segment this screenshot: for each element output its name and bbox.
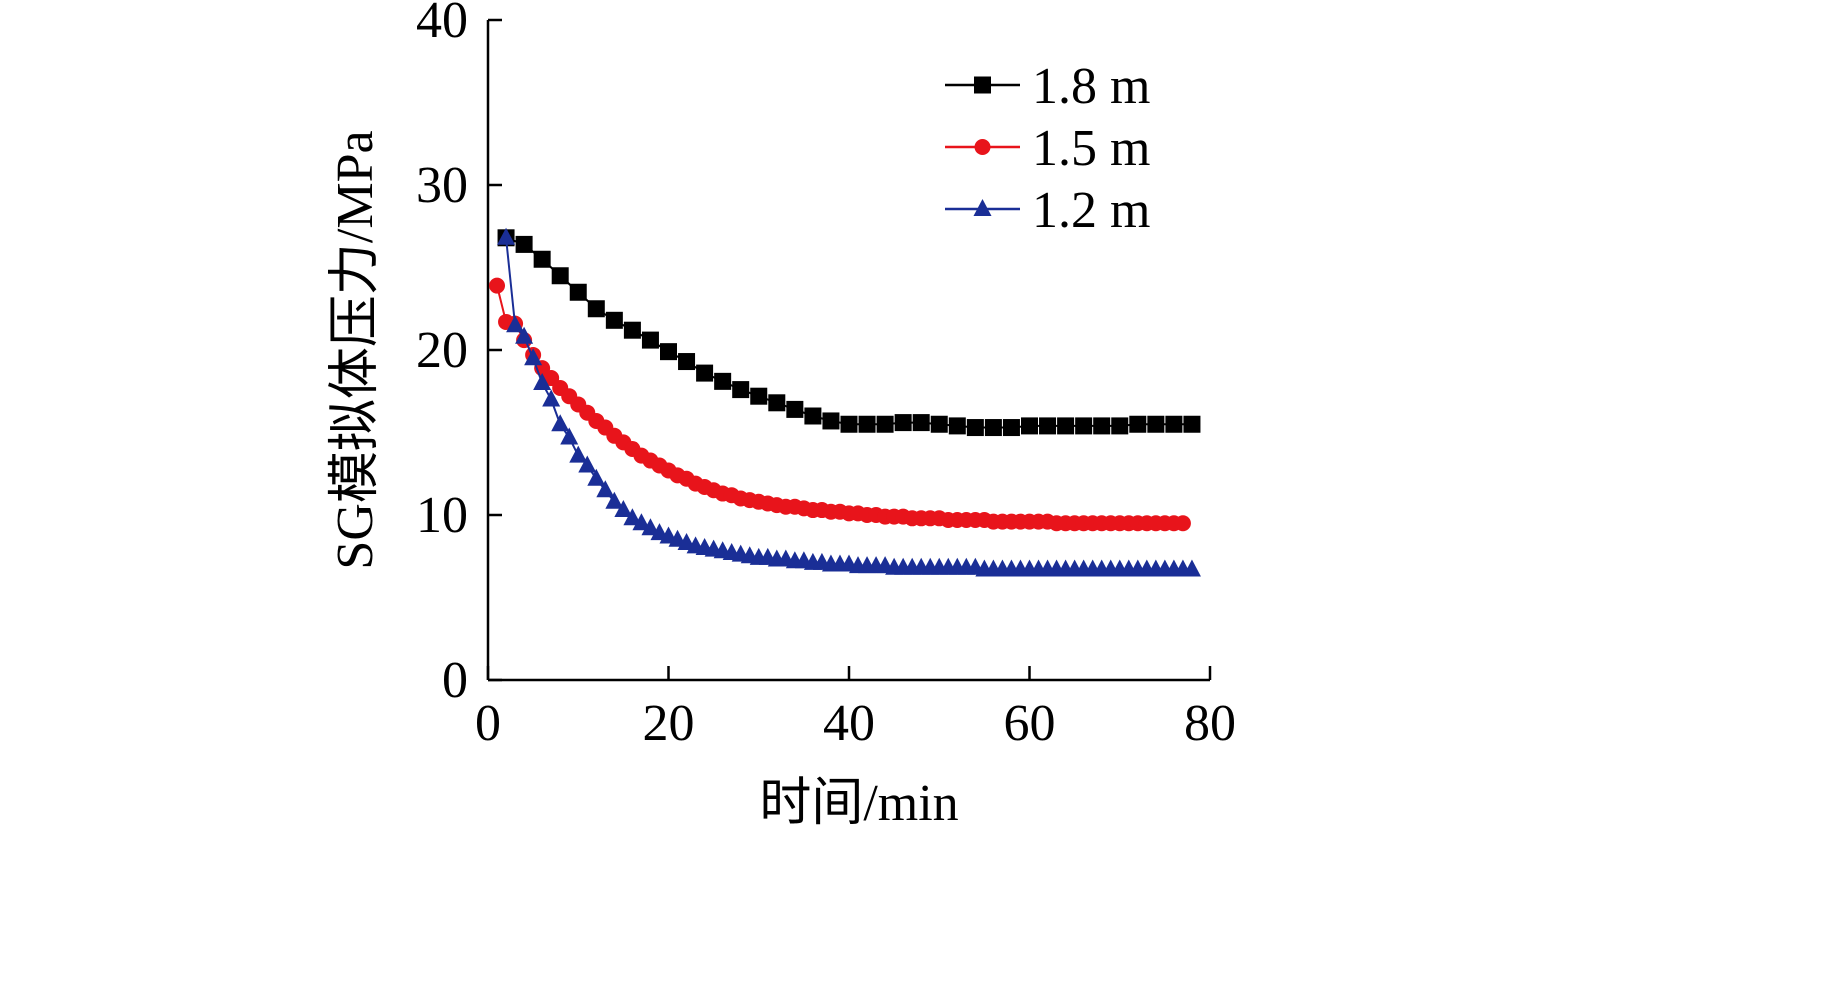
data-point-square xyxy=(912,414,930,432)
data-point-square xyxy=(984,419,1002,437)
data-point-square xyxy=(515,235,533,253)
data-point-triangle xyxy=(973,199,992,216)
y-axis-title: SG模拟体压力/MPa xyxy=(327,130,384,569)
x-axis-title: 时间/min xyxy=(759,775,958,832)
data-point-square xyxy=(1147,415,1165,433)
data-point-circle xyxy=(1174,515,1191,532)
data-point-square xyxy=(948,417,966,435)
axes xyxy=(486,20,1210,682)
data-point-triangle xyxy=(569,445,588,463)
plot-area xyxy=(489,227,1201,577)
data-point-square xyxy=(804,407,822,425)
data-point-square xyxy=(551,267,569,285)
y-tick-label: 0 xyxy=(442,652,468,709)
data-point-triangle xyxy=(587,468,606,486)
data-point-square xyxy=(1039,417,1057,435)
series-line xyxy=(505,236,1192,429)
data-point-square xyxy=(1002,419,1020,437)
legend-label: 1.8 m xyxy=(1032,58,1150,115)
data-point-square xyxy=(1183,415,1201,433)
x-tick-label: 0 xyxy=(475,695,501,752)
data-point-square xyxy=(858,415,876,433)
data-point-square xyxy=(623,321,641,339)
x-ticks: 0 20 40 60 80 xyxy=(475,666,1236,752)
legend: 1.8 m1.5 m1.2 m xyxy=(945,58,1150,239)
series-1-5m xyxy=(489,277,1191,532)
data-point-triangle xyxy=(614,500,633,518)
data-point-square xyxy=(1057,417,1075,435)
data-point-square xyxy=(840,415,858,433)
data-point-triangle xyxy=(596,480,615,498)
data-point-square xyxy=(732,381,750,399)
legend-label: 1.5 m xyxy=(1032,120,1150,177)
series-1-8m xyxy=(497,229,1201,437)
data-point-triangle xyxy=(551,414,570,432)
data-point-square xyxy=(641,331,659,349)
data-point-square xyxy=(768,394,786,412)
data-point-triangle xyxy=(542,389,561,407)
data-point-triangle xyxy=(632,513,651,531)
data-point-square xyxy=(533,250,551,268)
y-ticks: 0 10 20 30 40 xyxy=(416,0,502,709)
data-point-square xyxy=(1165,415,1183,433)
series-line xyxy=(496,285,1183,525)
data-point-triangle xyxy=(533,373,552,390)
data-point-square xyxy=(876,415,894,433)
data-point-triangle xyxy=(497,227,516,245)
legend-item: 1.8 m xyxy=(945,58,1150,115)
y-tick-label: 30 xyxy=(416,157,468,214)
data-point-square xyxy=(750,387,768,405)
y-tick-label: 10 xyxy=(416,487,468,544)
data-point-square xyxy=(569,283,587,301)
legend-item: 1.2 m xyxy=(945,182,1150,239)
data-point-square xyxy=(714,372,732,390)
data-point-square xyxy=(974,76,991,94)
x-tick-label: 60 xyxy=(1004,695,1056,752)
y-tick-label: 20 xyxy=(416,322,468,379)
data-point-triangle xyxy=(524,348,543,366)
legend-item: 1.5 m xyxy=(945,120,1150,177)
data-point-triangle xyxy=(506,315,525,333)
x-tick-label: 40 xyxy=(823,695,875,752)
data-point-circle xyxy=(489,277,506,294)
data-point-square xyxy=(894,414,912,432)
data-point-triangle xyxy=(1182,559,1201,577)
data-point-square xyxy=(660,343,677,361)
data-point-triangle xyxy=(515,326,534,344)
data-point-square xyxy=(1129,415,1147,433)
data-point-square xyxy=(605,311,623,329)
x-tick-label: 80 xyxy=(1184,695,1236,752)
data-point-triangle xyxy=(623,508,642,526)
data-point-square xyxy=(678,353,696,371)
data-point-triangle xyxy=(560,427,579,445)
y-tick-label: 40 xyxy=(416,0,468,49)
data-point-square xyxy=(822,412,840,430)
legend-label: 1.2 m xyxy=(1032,182,1150,239)
data-point-square xyxy=(786,400,804,418)
data-point-square xyxy=(587,300,605,318)
data-point-square xyxy=(1111,417,1129,435)
series-1-2m xyxy=(497,227,1201,577)
data-point-square xyxy=(696,364,714,382)
data-point-square xyxy=(1093,417,1111,435)
data-point-square xyxy=(1021,417,1038,435)
data-point-square xyxy=(966,419,984,437)
data-point-circle xyxy=(974,139,991,155)
data-point-square xyxy=(1075,417,1093,435)
data-point-triangle xyxy=(605,491,624,509)
data-point-triangle xyxy=(578,455,597,473)
data-point-triangle xyxy=(641,518,660,536)
data-point-square xyxy=(930,415,948,433)
x-tick-label: 20 xyxy=(643,695,695,752)
